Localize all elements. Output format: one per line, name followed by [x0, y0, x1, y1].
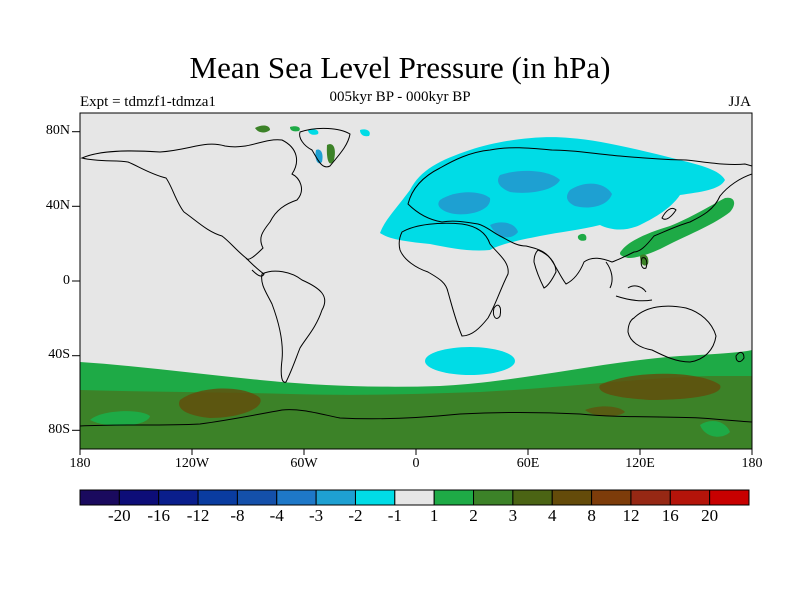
experiment-label: Expt = tdmzf1-tdmza1: [80, 94, 216, 110]
coast-se-asia: [605, 261, 653, 302]
colorbar-box: [118, 489, 160, 506]
eurasia-minus2-d: [490, 222, 518, 238]
lon-label-120w: 120W: [174, 456, 210, 471]
coast-central-america: [245, 257, 265, 277]
coast-antarctica: [80, 409, 752, 427]
colorbar-box: [394, 489, 435, 506]
colorbar-box: [158, 489, 199, 506]
patch-2-south-indian: [700, 420, 730, 437]
lat-label-40s: 40S: [48, 347, 70, 362]
colorbar-label: -12: [186, 506, 210, 525]
lon-label-180e: 180: [741, 456, 763, 471]
colorbar-label: 4: [547, 506, 557, 525]
coast-japan: [661, 207, 677, 220]
lat-label-80n: 80N: [45, 123, 70, 138]
colorbar-label: 3: [508, 506, 518, 525]
lon-label-60w: 60W: [290, 456, 318, 471]
colorbar-label: 2: [469, 506, 478, 525]
greenland-negative: [315, 149, 323, 164]
anomaly-fields: [80, 125, 752, 449]
colorbar-box: [473, 489, 514, 506]
patch-4-c: [585, 406, 625, 417]
colorbar-box: [551, 489, 593, 506]
colorbar-box: [669, 489, 711, 506]
greenland-positive: [326, 144, 335, 164]
colorbar-label: -16: [147, 506, 171, 525]
colorbar-box: [433, 489, 475, 506]
coast-madagascar: [493, 304, 501, 319]
south-atlantic-negative: [425, 347, 515, 375]
coast-north-america: [80, 139, 302, 260]
coast-australia: [627, 305, 717, 363]
lat-label-40n: 40N: [45, 198, 70, 213]
colorbar-label: 12: [622, 506, 640, 525]
eurasia-minus2-a: [438, 192, 491, 215]
coast-new-zealand: [735, 351, 745, 363]
philippines-positive: [640, 254, 649, 266]
china-positive: [577, 233, 587, 241]
colorbar-box: [315, 489, 356, 506]
colorbar-box: [276, 489, 317, 506]
arctic-minus-b: [360, 129, 370, 137]
chart-subtitle: 005kyr BP - 000kyr BP: [329, 89, 471, 105]
colorbar-box: [79, 489, 120, 506]
colorbar-label: 16: [661, 506, 679, 525]
colorbar-label: -8: [230, 506, 245, 525]
eurasia-minus2-b: [498, 170, 560, 193]
colorbar-label: 8: [587, 506, 596, 525]
lat-ticks: [72, 131, 80, 431]
season-label: JJA: [728, 94, 751, 110]
colorbar-box: [709, 489, 750, 506]
chart-title: Mean Sea Level Pressure (in hPa): [189, 50, 611, 85]
lon-label-120e: 120E: [625, 456, 655, 471]
coastlines: [80, 127, 752, 427]
arctic-minus-a: [308, 129, 319, 135]
eurasia-minus2-c: [567, 183, 612, 208]
arctic-positive: [255, 125, 270, 133]
colorbar-label: 20: [701, 506, 719, 525]
lat-label-80s: 80S: [48, 422, 70, 437]
lon-label-60e: 60E: [516, 456, 540, 471]
colorbar: [79, 489, 750, 506]
colorbar-label: -4: [269, 506, 284, 525]
lon-label-0: 0: [412, 456, 420, 471]
coast-india: [533, 249, 557, 289]
patch-4-a: [179, 388, 261, 418]
colorbar-label: -2: [348, 506, 363, 525]
lon-label-180w: 180: [69, 456, 91, 471]
coast-eurasia: [407, 147, 752, 285]
colorbar-box: [354, 489, 396, 506]
coast-africa: [398, 222, 509, 337]
colorbar-label: 1: [429, 506, 439, 525]
coast-philippines: [640, 257, 648, 269]
arctic-minus-c: [290, 126, 300, 132]
colorbar-label: -20: [108, 506, 131, 525]
coast-greenland: [299, 127, 351, 168]
patch-4-b: [599, 373, 721, 400]
coast-south-america: [261, 270, 326, 383]
colorbar-box: [512, 489, 553, 506]
colorbar-box: [591, 489, 632, 506]
colorbar-box: [236, 489, 278, 506]
lat-label-0: 0: [63, 273, 70, 288]
patch-2-southern-pacific: [90, 411, 150, 426]
lon-ticks: [79, 449, 753, 455]
colorbar-label: -1: [387, 506, 402, 525]
colorbar-box: [197, 489, 238, 506]
colorbar-box: [630, 489, 671, 506]
colorbar-label: -3: [309, 506, 324, 525]
